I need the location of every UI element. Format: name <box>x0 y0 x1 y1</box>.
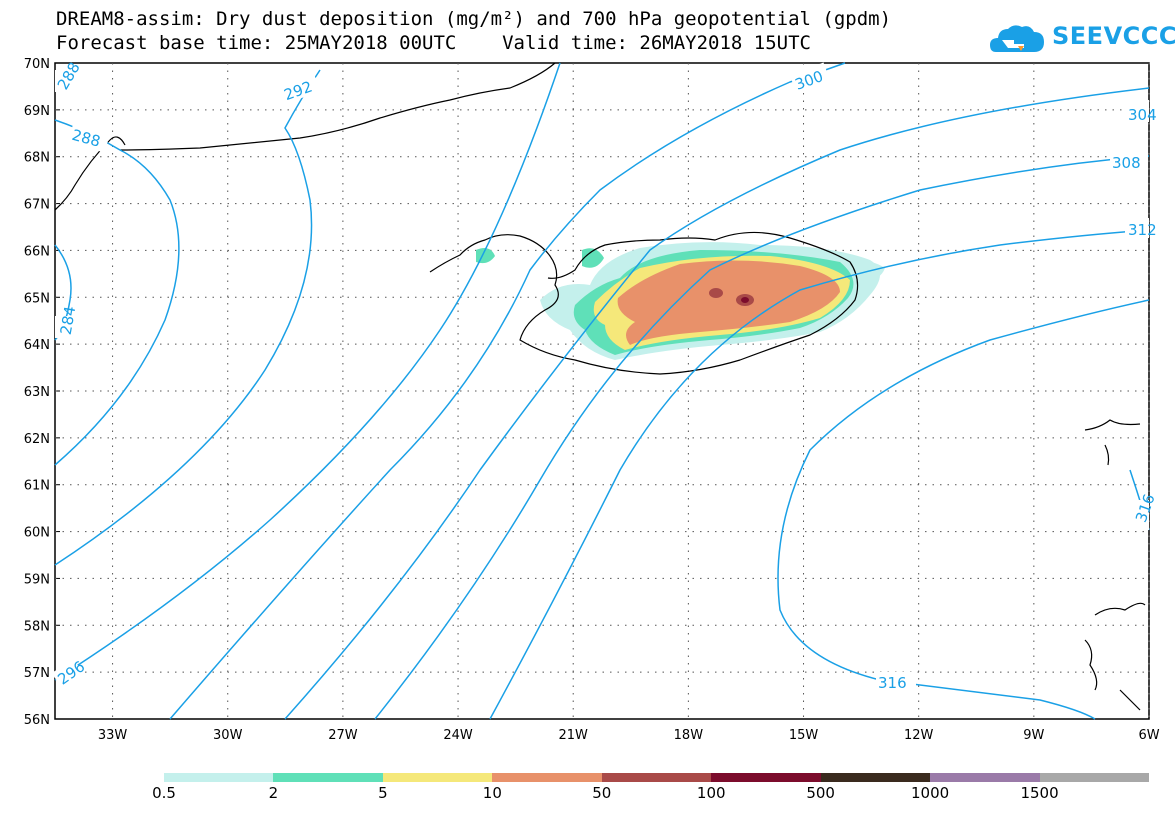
graticule <box>55 62 1150 720</box>
lon-label-12W: 12W <box>904 728 934 743</box>
lon-label-33W: 33W <box>98 728 128 743</box>
lon-label-6W: 6W <box>1138 728 1159 743</box>
chart-title-line-2: Forecast base time: 25MAY2018 00UTC Vali… <box>56 32 811 54</box>
lat-label-61N: 61N <box>24 479 50 494</box>
contour-label-304: 304 <box>1128 106 1157 124</box>
dust-deposition-field <box>476 242 885 360</box>
lon-label-9W: 9W <box>1023 728 1044 743</box>
lat-label-64N: 64N <box>24 338 50 353</box>
legend-swatch <box>711 773 822 782</box>
geopotential-contours <box>54 62 1150 720</box>
contour-label-316: 316 <box>878 674 907 692</box>
legend-label: 1500 <box>1020 784 1059 802</box>
contour-label-284: 284 <box>57 305 80 336</box>
lat-label-69N: 69N <box>24 104 50 119</box>
lat-label-65N: 65N <box>24 291 50 306</box>
legend-swatch <box>930 773 1041 782</box>
lon-label-24W: 24W <box>443 728 473 743</box>
lat-label-62N: 62N <box>24 432 50 447</box>
lat-label-59N: 59N <box>24 572 50 587</box>
lat-label-57N: 57N <box>24 666 50 681</box>
legend-label: 1000 <box>911 784 950 802</box>
contour-label-312: 312 <box>1128 221 1157 239</box>
lat-label-66N: 66N <box>24 244 50 259</box>
lon-label-15W: 15W <box>789 728 819 743</box>
lon-label-30W: 30W <box>213 728 243 743</box>
legend-label: 0.5 <box>152 784 176 802</box>
cloud-logo-icon <box>990 25 1044 52</box>
legend-swatch <box>273 773 384 782</box>
legend-label: 500 <box>806 784 835 802</box>
lat-label-70N: 70N <box>24 57 50 72</box>
logo-text: SEEVCCC <box>1052 22 1175 50</box>
lat-label-60N: 60N <box>24 526 50 541</box>
lat-label-56N: 56N <box>24 713 50 728</box>
legend-label: 100 <box>696 784 726 802</box>
lat-label-67N: 67N <box>24 198 50 213</box>
coastlines <box>54 62 1146 711</box>
map-frame <box>54 62 1150 720</box>
legend-swatch <box>1039 773 1150 782</box>
legend-label: 2 <box>268 784 279 802</box>
longitude-labels: 33W 30W 27W 24W 21W 18W 15W 12W 9W 6W <box>98 728 1160 743</box>
legend-swatch <box>492 773 603 782</box>
legend-swatch <box>382 773 493 782</box>
lat-label-63N: 63N <box>24 385 50 400</box>
lon-label-27W: 27W <box>328 728 358 743</box>
legend-label: 10 <box>482 784 502 802</box>
lon-label-21W: 21W <box>559 728 589 743</box>
legend-label: 5 <box>378 784 388 802</box>
chart-title-line-1: DREAM8-assim: Dry dust deposition (mg/m²… <box>56 8 892 30</box>
legend-swatch <box>601 773 712 782</box>
lat-label-68N: 68N <box>24 151 50 166</box>
map-plot: 292 288 300 308 312 304 316 296 288 284 … <box>24 57 1160 743</box>
lat-label-58N: 58N <box>24 619 50 634</box>
latitude-labels: 70N 69N 68N 67N 66N 65N 64N 63N 62N 61N 60N 59N 58N 5… <box>24 57 50 728</box>
color-legend: 0.5 2 5 10 50 100 500 1000 1500 <box>0 760 1175 810</box>
legend-swatch <box>820 773 931 782</box>
legend-label: 50 <box>592 784 612 802</box>
legend-swatch <box>164 773 274 782</box>
contour-label-308: 308 <box>1112 154 1141 172</box>
lon-label-18W: 18W <box>674 728 704 743</box>
